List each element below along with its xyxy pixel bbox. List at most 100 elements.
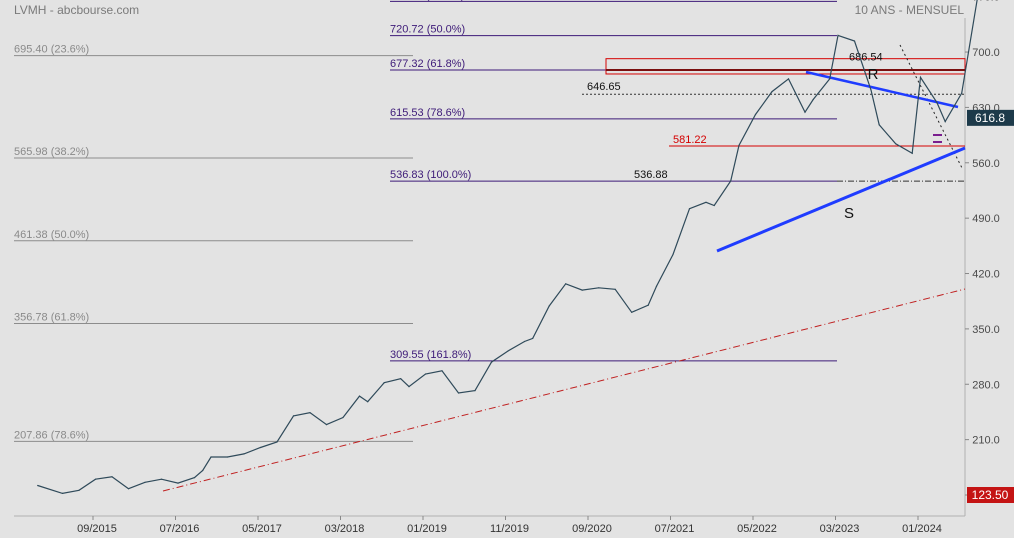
price-point bbox=[853, 40, 856, 42]
x-tick-label: 03/2018 bbox=[325, 523, 365, 535]
price-point bbox=[309, 412, 311, 414]
price-point bbox=[688, 208, 691, 210]
price-point bbox=[61, 492, 64, 494]
long-trend-line bbox=[162, 288, 966, 492]
price-point bbox=[705, 201, 707, 203]
price-point bbox=[193, 477, 196, 479]
price-point bbox=[367, 401, 369, 403]
y-tick-label: 490.0 bbox=[972, 213, 1000, 225]
price-point bbox=[804, 111, 806, 113]
price-point bbox=[160, 478, 163, 480]
y-tick-label: 770.0 bbox=[972, 0, 1000, 4]
last-price-box bbox=[967, 109, 1014, 126]
price-point bbox=[655, 285, 658, 287]
level-label-536: 536.88 bbox=[634, 169, 668, 181]
price-point bbox=[870, 89, 872, 91]
price-point bbox=[94, 478, 97, 480]
x-tick-label: 07/2021 bbox=[655, 523, 695, 535]
price-point bbox=[911, 152, 913, 154]
fib-short-label: 677.32 (61.8%) bbox=[390, 58, 465, 70]
price-point bbox=[581, 289, 583, 291]
price-point bbox=[631, 311, 633, 313]
price-point bbox=[210, 456, 212, 458]
price-point bbox=[812, 98, 814, 101]
price-point bbox=[614, 288, 616, 290]
last-price-text: 616.8 bbox=[975, 111, 1005, 125]
price-point bbox=[548, 305, 550, 307]
price-point bbox=[738, 144, 740, 146]
price-point bbox=[408, 386, 410, 388]
fib-long-label: 356.78 (61.8%) bbox=[14, 312, 89, 324]
price-point bbox=[713, 204, 715, 207]
fib-short-label: 615.53 (78.6%) bbox=[390, 107, 465, 119]
price-point bbox=[243, 453, 245, 455]
price-point bbox=[878, 124, 880, 126]
price-point bbox=[383, 382, 385, 384]
fib-long-label: 207.86 (78.6%) bbox=[14, 429, 89, 441]
price-point bbox=[829, 78, 831, 80]
fib-short-label: 764.11 (38.2%) bbox=[390, 0, 464, 1]
low-price-text: 123.50 bbox=[972, 488, 1009, 502]
y-tick-label: 420.0 bbox=[972, 269, 1000, 281]
price-point bbox=[647, 304, 649, 306]
price-point bbox=[226, 456, 229, 458]
resistance-label: R bbox=[868, 66, 879, 83]
price-point bbox=[532, 337, 534, 339]
x-tick-label: 09/2015 bbox=[77, 523, 117, 535]
price-point bbox=[457, 392, 460, 394]
price-point bbox=[424, 373, 427, 375]
price-point bbox=[144, 481, 146, 483]
y-tick-label: 350.0 bbox=[972, 324, 1000, 336]
price-point bbox=[961, 92, 963, 94]
y-tick-label: 700.0 bbox=[972, 47, 1000, 59]
chart-period: 10 ANS - MENSUEL bbox=[854, 3, 964, 17]
level-label-581: 581.22 bbox=[673, 134, 707, 146]
resistance-trendline bbox=[805, 70, 959, 109]
fib-short-label: 536.83 (100.0%) bbox=[390, 169, 471, 181]
x-tick-label: 01/2019 bbox=[407, 523, 447, 535]
chart-title: LVMH - abcbourse.com bbox=[14, 3, 140, 17]
y-tick-label: 560.0 bbox=[972, 158, 1000, 170]
price-point bbox=[292, 415, 295, 417]
price-point bbox=[787, 78, 790, 80]
price-point bbox=[754, 113, 757, 116]
price-point bbox=[202, 469, 204, 472]
price-point bbox=[78, 489, 80, 491]
price-point bbox=[276, 441, 278, 443]
price-point bbox=[400, 378, 402, 380]
price-point bbox=[111, 476, 113, 478]
price-point bbox=[944, 121, 946, 123]
x-tick-label: 07/2016 bbox=[160, 523, 200, 535]
marker-bottom bbox=[933, 141, 942, 143]
price-point bbox=[672, 253, 674, 256]
price-point bbox=[259, 446, 262, 449]
price-point bbox=[837, 34, 839, 37]
price-point bbox=[37, 484, 39, 487]
x-tick-label: 03/2023 bbox=[820, 523, 860, 535]
y-tick-label: 210.0 bbox=[972, 435, 1000, 447]
price-point bbox=[919, 76, 922, 78]
price-point bbox=[565, 283, 567, 285]
fib-short-label: 309.55 (161.8%) bbox=[390, 349, 471, 361]
price-point bbox=[342, 416, 344, 419]
price-point bbox=[358, 395, 361, 397]
fib-long-label: 695.40 (23.6%) bbox=[14, 44, 89, 56]
support-trendline bbox=[716, 146, 966, 253]
fib-long-label: 461.38 (50.0%) bbox=[14, 229, 89, 241]
price-point bbox=[127, 488, 130, 490]
price-point bbox=[771, 91, 773, 93]
price-point bbox=[895, 143, 897, 145]
price-point bbox=[490, 361, 493, 363]
price-point bbox=[523, 340, 526, 343]
price-point bbox=[474, 390, 476, 392]
x-tick-label: 05/2022 bbox=[737, 523, 777, 535]
marker-top bbox=[933, 134, 942, 136]
x-tick-label: 11/2019 bbox=[490, 523, 529, 535]
price-point bbox=[441, 370, 443, 372]
price-point bbox=[730, 180, 732, 182]
fib-short-label: 720.72 (50.0%) bbox=[390, 24, 465, 36]
price-point bbox=[177, 482, 179, 484]
price-point bbox=[325, 424, 328, 426]
